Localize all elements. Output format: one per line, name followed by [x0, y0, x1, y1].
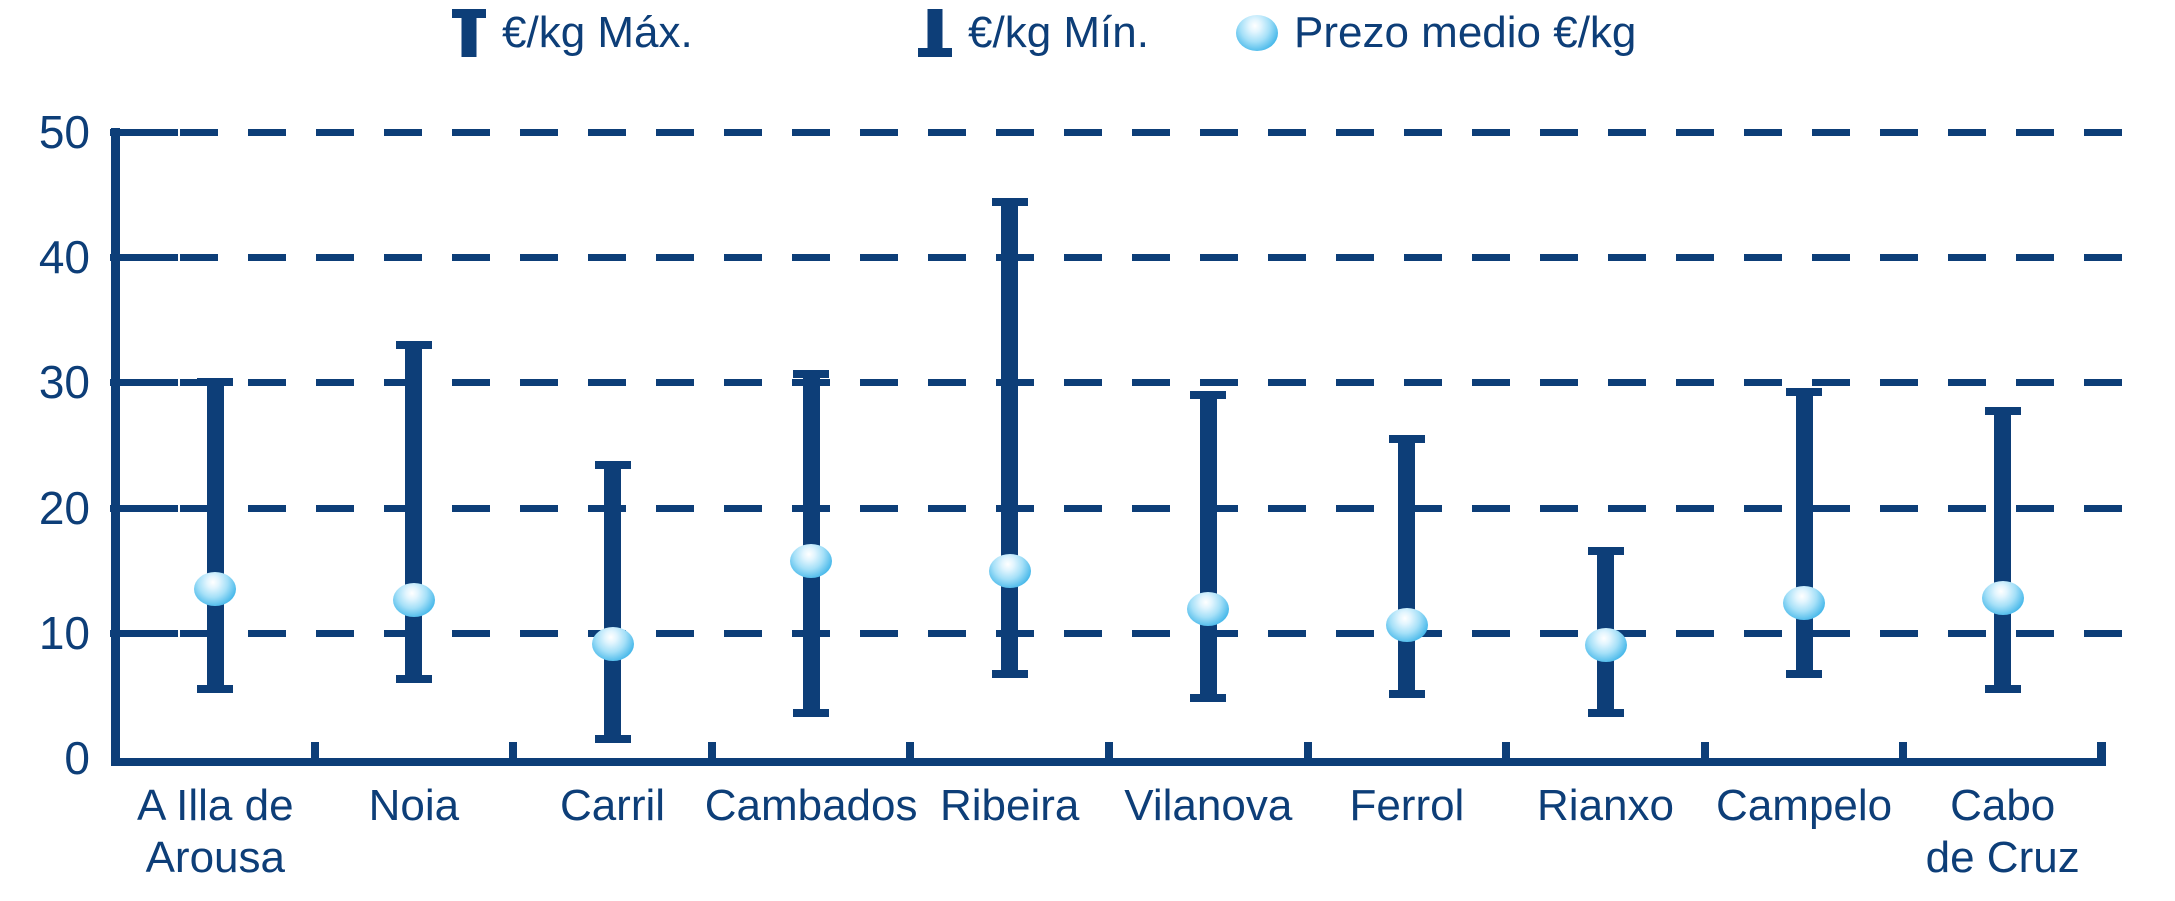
max-cap	[991, 198, 1028, 207]
range-bar	[1398, 438, 1416, 695]
max-cap	[793, 369, 830, 378]
y-axis-tick	[110, 129, 178, 136]
min-cap	[1984, 685, 2021, 694]
min-cap	[1190, 693, 1227, 702]
x-axis-category-label: Campelo	[1716, 781, 1893, 830]
min-range-icon	[918, 9, 952, 57]
gridline-dashed	[180, 129, 2148, 136]
mean-marker	[1385, 608, 1428, 643]
x-axis-category-label: Rianxo	[1537, 781, 1674, 830]
mean-marker	[988, 554, 1031, 589]
x-axis-category-label: A Illa de Arousa	[137, 781, 294, 882]
mean-marker	[1783, 585, 1826, 620]
gridline-dashed	[180, 504, 2148, 512]
x-axis-category-label: Ferrol	[1349, 781, 1465, 830]
range-bar	[604, 465, 621, 740]
mean-marker	[194, 571, 237, 606]
x-axis-tick	[1899, 742, 1908, 758]
y-axis-tick	[110, 379, 178, 387]
max-cap	[1587, 547, 1624, 556]
max-cap	[1786, 388, 1823, 397]
mean-marker	[1187, 592, 1230, 626]
legend-label-max: €/kg Máx.	[502, 8, 693, 57]
x-axis-category-label: Cambados	[704, 781, 918, 830]
x-axis-category-label: Noia	[368, 781, 460, 830]
x-axis-tick	[906, 742, 915, 758]
x-axis-tick	[509, 742, 518, 758]
x-axis-category-label: Cabo de Cruz	[1925, 781, 2080, 882]
legend-label-mean: Prezo medio €/kg	[1294, 8, 1637, 57]
x-axis-tick	[1105, 742, 1113, 758]
y-axis-tick	[110, 629, 178, 637]
legend-label-min: €/kg Mín.	[968, 8, 1149, 57]
max-cap	[594, 461, 631, 470]
y-axis-tick	[110, 504, 178, 512]
y-axis-tick-label: 30	[38, 356, 90, 409]
max-cap	[1984, 407, 2021, 416]
max-cap	[1190, 390, 1227, 399]
range-bar	[1001, 202, 1019, 675]
range-bar	[1795, 392, 1813, 675]
min-cap	[1587, 708, 1624, 717]
mean-marker	[392, 583, 435, 618]
x-axis-tick	[1502, 742, 1511, 758]
y-axis-tick-label: 10	[38, 606, 90, 659]
x-axis-category-label: Ribeira	[939, 781, 1080, 830]
y-axis-tick	[110, 254, 178, 262]
mean-marker	[591, 627, 634, 662]
max-range-icon	[452, 9, 486, 57]
range-bar	[802, 373, 820, 713]
x-axis-tick	[1700, 742, 1709, 758]
x-axis-tick	[1303, 742, 1312, 758]
range-bar	[206, 382, 224, 690]
y-axis-tick-label: 20	[38, 481, 90, 534]
max-cap	[197, 378, 234, 387]
legend-item-max: €/kg Máx.	[452, 8, 693, 58]
x-axis-category-label: Carril	[559, 781, 666, 830]
min-cap	[1786, 670, 1823, 679]
y-axis-line	[111, 128, 120, 766]
legend-item-mean: Prezo medio €/kg	[1236, 8, 1636, 58]
min-cap	[793, 708, 830, 717]
range-bar	[1994, 411, 2012, 690]
x-axis-category-label: Vilanova	[1124, 781, 1293, 830]
min-cap	[991, 670, 1028, 679]
x-axis-line	[111, 758, 2106, 766]
gridline-dashed	[180, 254, 2148, 262]
y-axis-tick-label: 0	[64, 732, 90, 784]
x-axis-end-tick	[2097, 742, 2106, 766]
min-cap	[1388, 690, 1425, 699]
mean-marker	[790, 544, 833, 579]
max-cap	[1388, 434, 1425, 443]
min-cap	[395, 675, 432, 684]
max-cap	[395, 340, 432, 349]
range-bar	[405, 344, 423, 680]
range-bar	[1199, 394, 1217, 698]
mean-marker	[1981, 580, 2024, 615]
legend-item-min: €/kg Mín.	[918, 8, 1149, 58]
y-axis-tick-label: 50	[38, 106, 90, 158]
x-axis-tick	[310, 742, 319, 758]
gridline-dashed	[180, 379, 2148, 387]
mean-sphere-icon	[1236, 15, 1278, 51]
y-axis-tick-label: 40	[38, 231, 90, 284]
x-axis-tick	[707, 742, 716, 758]
min-cap	[594, 735, 631, 744]
min-cap	[197, 685, 234, 694]
mean-marker	[1584, 628, 1627, 663]
gridline-dashed	[180, 629, 2148, 637]
